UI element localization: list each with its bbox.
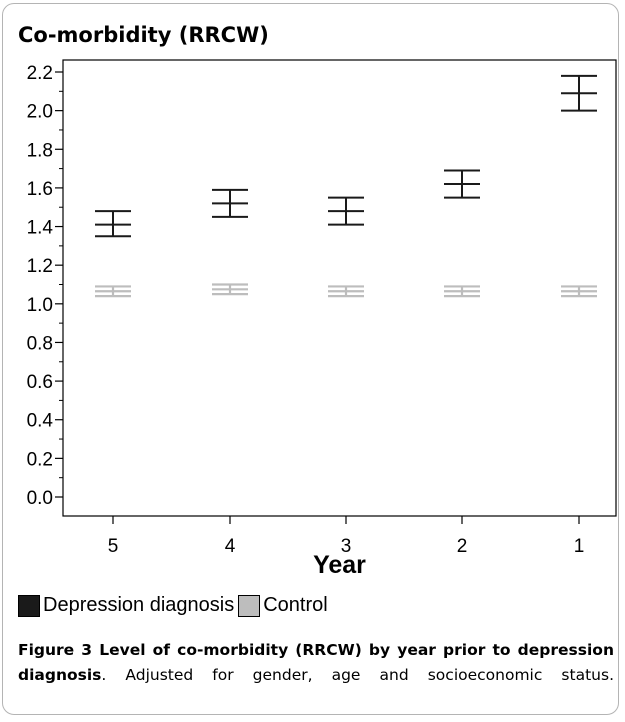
y-tick-label: 0.0 — [27, 488, 53, 509]
x-tick-label: 1 — [574, 536, 585, 557]
y-tick-label: 1.8 — [27, 140, 53, 161]
x-tick-label: 3 — [341, 536, 352, 557]
y-tick-label: 1.6 — [27, 179, 53, 200]
y-tick-label: 1.2 — [27, 256, 53, 277]
figure-caption: Figure 3 Level of co-morbidity (RRCW) by… — [18, 638, 614, 688]
legend-swatch-depression — [18, 594, 40, 617]
y-tick-label: 0.4 — [27, 411, 54, 432]
y-tick-label: 2.0 — [27, 102, 53, 123]
x-tick-label: 4 — [225, 536, 236, 557]
y-tick-label: 0.2 — [27, 449, 53, 470]
caption-line-1: Figure 3 Level of co-morbidity (RRCW) by… — [18, 638, 614, 688]
caption-bold-text: Level of co-morbidity (RRCW) by year pri… — [18, 641, 614, 684]
plot-area — [62, 59, 617, 517]
y-tick-label: 1.0 — [27, 295, 53, 316]
y-tick-label: 0.8 — [27, 333, 53, 354]
y-tick-label: 2.2 — [27, 63, 53, 84]
y-tick-label: 0.6 — [27, 372, 53, 393]
legend-label-control: Control — [263, 594, 328, 616]
legend-label-depression: Depression diagnosis — [43, 594, 235, 616]
caption-label: Figure 3 — [18, 641, 100, 659]
y-tick-label: 1.4 — [27, 218, 54, 239]
chart-legend: Depression diagnosis Control — [18, 594, 328, 617]
x-axis-title: Year — [313, 551, 366, 579]
legend-swatch-control — [238, 594, 261, 617]
legend-item-control: Control — [238, 594, 328, 617]
legend-item-depression: Depression diagnosis — [18, 594, 234, 617]
chart-title: Co-morbidity (RRCW) — [18, 23, 269, 47]
x-tick-label: 2 — [457, 536, 468, 557]
x-tick-label: 5 — [108, 536, 119, 557]
figure-frame — [2, 3, 619, 715]
caption-rest: . Adjusted for gender, age and socioecon… — [101, 666, 614, 684]
